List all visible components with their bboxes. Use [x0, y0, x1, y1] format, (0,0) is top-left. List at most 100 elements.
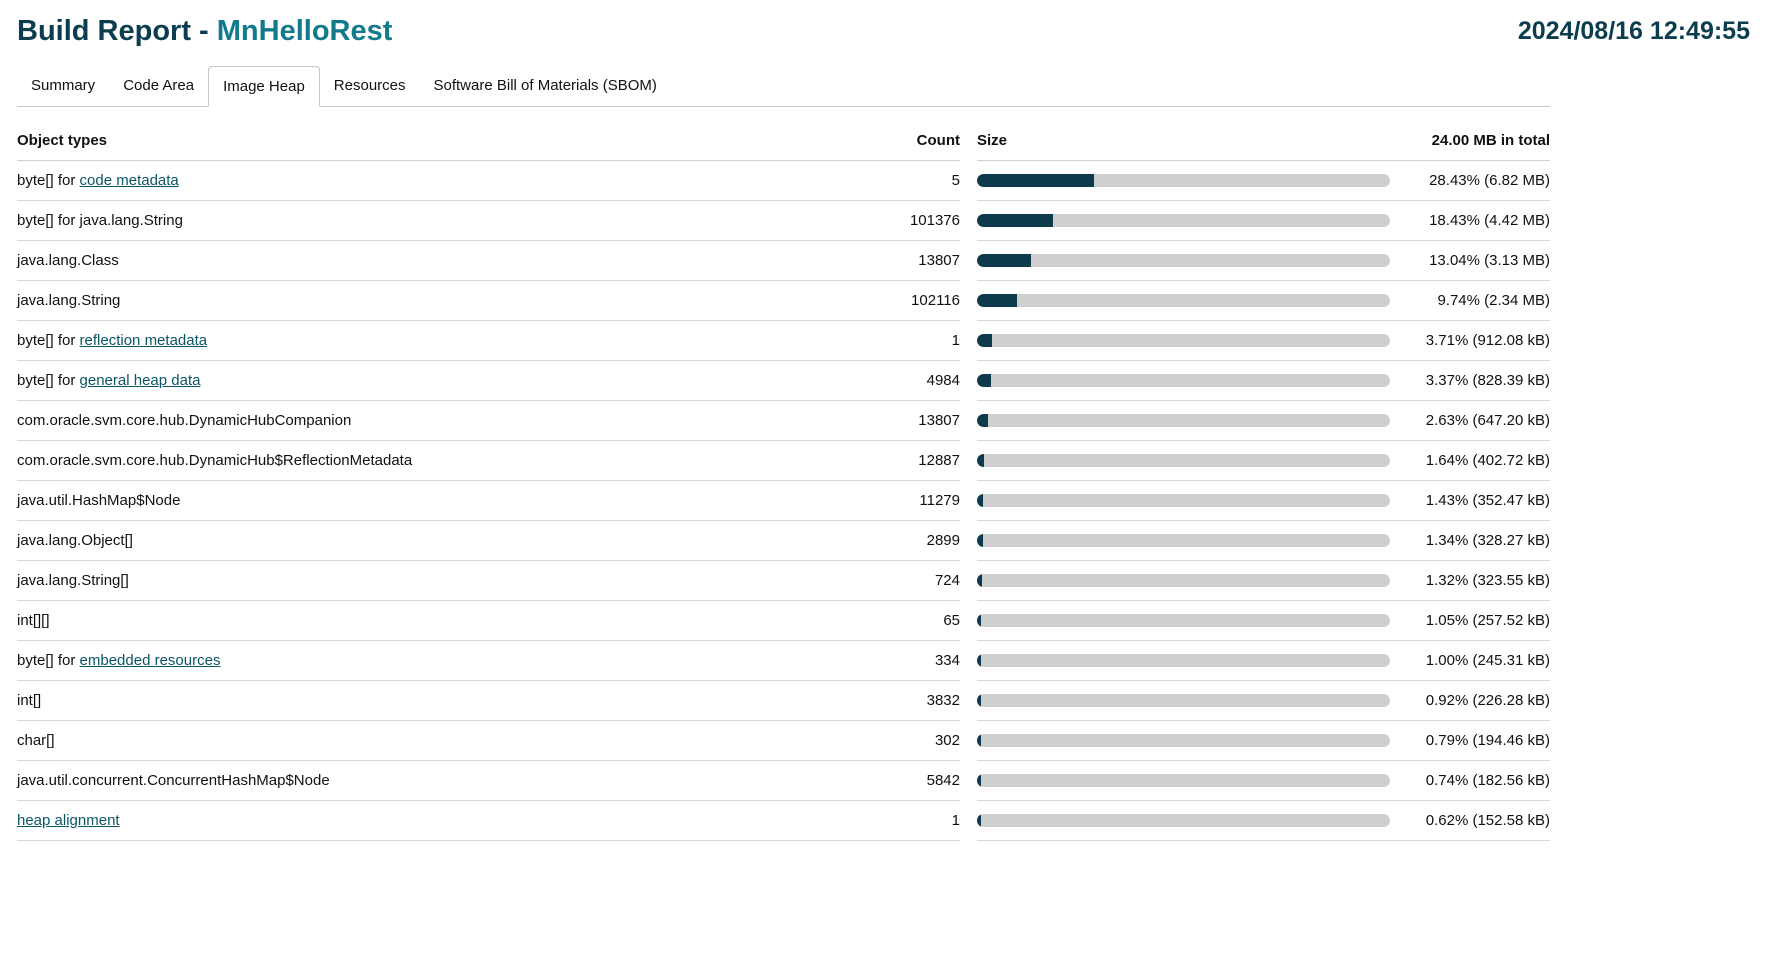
count-cell: 3832: [897, 680, 960, 721]
object-type-label: com.oracle.svm.core.hub.DynamicHub$Refle…: [17, 452, 413, 469]
object-type-label: byte[] for: [17, 652, 80, 669]
row-spacer: [960, 761, 977, 801]
size-bar-cell: [977, 280, 1390, 321]
table-row: java.util.concurrent.ConcurrentHashMap$N…: [17, 760, 1550, 801]
size-bar-cell: [977, 560, 1390, 601]
size-bar-track: [977, 494, 1390, 507]
header-object-types: Object types: [17, 120, 897, 161]
tab-resources[interactable]: Resources: [333, 77, 406, 94]
object-type-label: char[]: [17, 732, 55, 749]
row-spacer: [960, 681, 977, 721]
tab-image-heap[interactable]: Image Heap: [208, 66, 320, 107]
count-cell: 334: [897, 640, 960, 681]
tab-code-area[interactable]: Code Area: [123, 77, 195, 94]
object-type-link[interactable]: code metadata: [79, 172, 179, 189]
size-bar-track: [977, 454, 1390, 467]
size-bar-fill: [977, 814, 981, 827]
object-type-label: java.lang.Class: [17, 252, 119, 269]
table-row: byte[] for reflection metadata 1 3.71% (91…: [17, 320, 1550, 361]
size-value-cell: 1.64% (402.72 kB): [1390, 440, 1550, 481]
size-bar-cell: [977, 640, 1390, 681]
count-cell: 11279: [897, 480, 960, 521]
size-bar-track: [977, 734, 1390, 747]
object-type-label: byte[] for java.lang.String: [17, 212, 183, 229]
row-spacer: [960, 441, 977, 481]
size-value-cell: 0.62% (152.58 kB): [1390, 800, 1550, 841]
size-value-cell: 1.05% (257.52 kB): [1390, 600, 1550, 641]
object-type-link[interactable]: embedded resources: [79, 652, 221, 669]
size-bar-cell: [977, 680, 1390, 721]
size-value-cell: 28.43% (6.82 MB): [1390, 160, 1550, 201]
size-bar-cell: [977, 200, 1390, 241]
size-bar-cell: [977, 360, 1390, 401]
size-value-cell: 9.74% (2.34 MB): [1390, 280, 1550, 321]
size-bar-track: [977, 654, 1390, 667]
table-row: heap alignment 1 0.62% (152.58 kB): [17, 800, 1550, 841]
size-bar-fill: [977, 334, 993, 347]
size-bar-track: [977, 214, 1390, 227]
count-cell: 5: [897, 160, 960, 201]
object-type-label: java.lang.String: [17, 292, 121, 309]
size-bar-cell: [977, 160, 1390, 201]
size-value-cell: 0.79% (194.46 kB): [1390, 720, 1550, 761]
size-value-cell: 1.32% (323.55 kB): [1390, 560, 1550, 601]
header-size: Size: [977, 120, 1390, 161]
object-type-cell: byte[] for general heap data: [17, 360, 897, 401]
size-bar-cell: [977, 240, 1390, 281]
size-bar-fill: [977, 694, 981, 707]
table-row: int[] 3832 0.92% (226.28 kB): [17, 680, 1550, 721]
tab-summary[interactable]: Summary: [31, 77, 96, 94]
count-cell: 724: [897, 560, 960, 601]
object-type-cell: java.util.concurrent.ConcurrentHashMap$N…: [17, 760, 897, 801]
size-bar-cell: [977, 320, 1390, 361]
size-bar-fill: [977, 734, 981, 747]
size-value-cell: 13.04% (3.13 MB): [1390, 240, 1550, 281]
row-spacer: [960, 361, 977, 401]
table-row: java.lang.Class 13807 13.04% (3.13 MB): [17, 240, 1550, 281]
size-bar-fill: [977, 414, 988, 427]
object-type-cell: java.lang.Class: [17, 240, 897, 281]
size-bar-fill: [977, 534, 983, 547]
size-bar-track: [977, 774, 1390, 787]
object-type-cell: com.oracle.svm.core.hub.DynamicHubCompan…: [17, 400, 897, 441]
size-bar-cell: [977, 480, 1390, 521]
size-value-cell: 0.92% (226.28 kB): [1390, 680, 1550, 721]
object-type-link[interactable]: reflection metadata: [79, 332, 208, 349]
count-cell: 101376: [897, 200, 960, 241]
size-bar-fill: [977, 214, 1054, 227]
row-spacer: [960, 161, 977, 201]
size-bar-track: [977, 534, 1390, 547]
count-cell: 5842: [897, 760, 960, 801]
object-type-cell: char[]: [17, 720, 897, 761]
tab-sbom[interactable]: Software Bill of Materials (SBOM): [433, 77, 657, 94]
object-type-label: java.util.concurrent.ConcurrentHashMap$N…: [17, 772, 330, 789]
count-cell: 13807: [897, 400, 960, 441]
object-type-link[interactable]: general heap data: [79, 372, 201, 389]
size-bar-track: [977, 374, 1390, 387]
object-type-cell: byte[] for code metadata: [17, 160, 897, 201]
size-value-cell: 1.34% (328.27 kB): [1390, 520, 1550, 561]
table-row: java.lang.Object[] 2899 1.34% (328.27 kB): [17, 520, 1550, 561]
build-timestamp: 2024/08/16 12:49:55: [1517, 16, 1750, 45]
object-type-cell: java.lang.Object[]: [17, 520, 897, 561]
count-cell: 65: [897, 600, 960, 641]
row-spacer: [960, 281, 977, 321]
object-type-cell: int[]: [17, 680, 897, 721]
row-spacer: [960, 321, 977, 361]
app-name: MnHelloRest: [216, 14, 393, 47]
row-spacer: [960, 401, 977, 441]
header-count: Count: [897, 120, 960, 161]
object-type-cell: heap alignment: [17, 800, 897, 841]
size-bar-track: [977, 614, 1390, 627]
table-row: int[][] 65 1.05% (257.52 kB): [17, 600, 1550, 641]
header-total: 24.00 MB in total: [1390, 120, 1550, 161]
object-type-cell: byte[] for java.lang.String: [17, 200, 897, 241]
object-type-cell: byte[] for embedded resources: [17, 640, 897, 681]
count-cell: 13807: [897, 240, 960, 281]
object-type-label: byte[] for: [17, 372, 80, 389]
size-value-cell: 3.37% (828.39 kB): [1390, 360, 1550, 401]
object-type-link[interactable]: heap alignment: [17, 812, 120, 829]
table-header-row: Object types Count Size 24.00 MB in tota…: [17, 120, 1550, 161]
size-bar-fill: [977, 254, 1031, 267]
